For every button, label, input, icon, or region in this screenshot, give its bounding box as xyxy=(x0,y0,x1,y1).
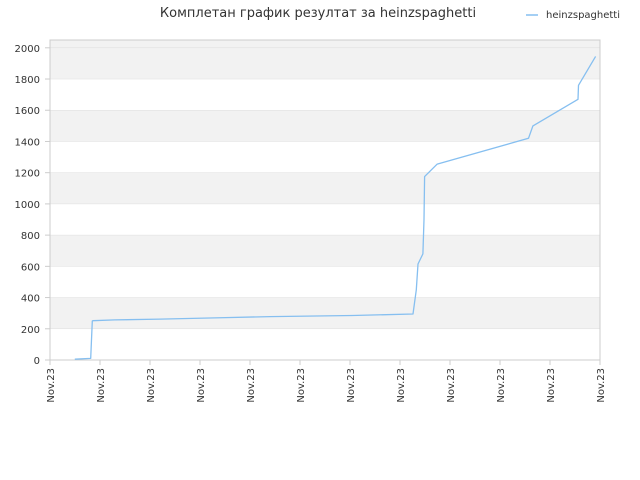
grid-lines xyxy=(50,47,600,361)
axes xyxy=(49,39,601,361)
x-tick-label: Nov.23 xyxy=(246,368,257,403)
legend: heinzspaghetti xyxy=(526,10,620,21)
grid-band xyxy=(50,110,600,142)
background-bands xyxy=(50,40,600,329)
x-tick-label: Nov.23 xyxy=(546,368,557,403)
chart-title: Комплетан график резултат за heinzspaghe… xyxy=(160,6,476,21)
y-tick-label: 400 xyxy=(21,294,40,305)
series-layer xyxy=(74,56,597,360)
y-tick-labels: 0 200 400 600 800 1000 1200 1400 1600 1800 2000 xyxy=(15,44,50,367)
y-tick-label: 0 xyxy=(34,356,40,367)
x-tick-label: Nov.23 xyxy=(46,368,57,403)
x-tick-label: Nov.23 xyxy=(496,368,507,403)
x-tick-label: Nov.23 xyxy=(146,368,157,403)
x-tick-label: Nov.23 xyxy=(196,368,207,403)
x-tick-label: Nov.23 xyxy=(346,368,357,403)
legend-label: heinzspaghetti xyxy=(546,10,620,21)
x-tick-label: Nov.23 xyxy=(396,368,407,403)
x-tick-label: Nov.23 xyxy=(596,368,607,403)
y-tick-label: 2000 xyxy=(15,44,40,55)
grid-band xyxy=(50,172,600,204)
grid-band xyxy=(50,235,600,267)
y-tick-label: 600 xyxy=(21,262,40,273)
y-tick-label: 200 xyxy=(21,325,40,336)
x-tick-labels: Nov.23 Nov.23 Nov.23 Nov.23 Nov.23 Nov.23 Nov.… xyxy=(46,360,607,403)
grid-band xyxy=(50,40,600,48)
series-line xyxy=(74,56,597,360)
y-tick-label: 1400 xyxy=(15,137,40,148)
grid-band xyxy=(50,297,600,329)
x-tick-label: Nov.23 xyxy=(446,368,457,403)
y-tick-label: 1600 xyxy=(15,106,40,117)
grid-band xyxy=(50,47,600,80)
y-tick-label: 1800 xyxy=(15,75,40,86)
y-tick-label: 800 xyxy=(21,231,40,242)
y-tick-label: 1000 xyxy=(15,200,40,211)
plot-frame xyxy=(49,39,601,361)
y-tick-label: 1200 xyxy=(15,169,40,180)
x-tick-label: Nov.23 xyxy=(96,368,107,403)
x-tick-label: Nov.23 xyxy=(296,368,307,403)
